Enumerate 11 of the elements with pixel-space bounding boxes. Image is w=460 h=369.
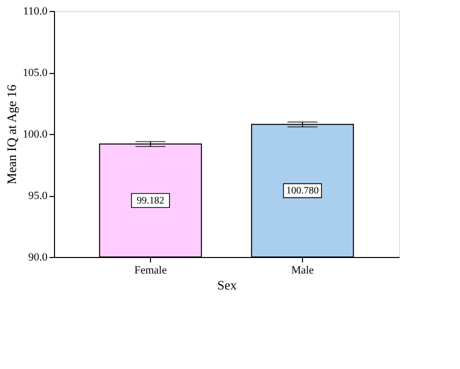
y-tick-label: 110.0 [23,6,48,18]
data-label: 99.182 [136,196,164,207]
data-label: 100.780 [286,186,319,197]
y-axis-title: Mean IQ at Age 16 [4,84,19,184]
y-tick-label: 100.0 [22,128,48,140]
y-tick-label: 105.0 [22,67,48,79]
x-axis-title: Sex [217,278,238,292]
y-tick-label: 90.0 [28,252,48,264]
x-tick-label: Male [291,264,314,276]
x-tick-label: Female [134,264,167,276]
y-tick-label: 95.0 [28,190,48,202]
